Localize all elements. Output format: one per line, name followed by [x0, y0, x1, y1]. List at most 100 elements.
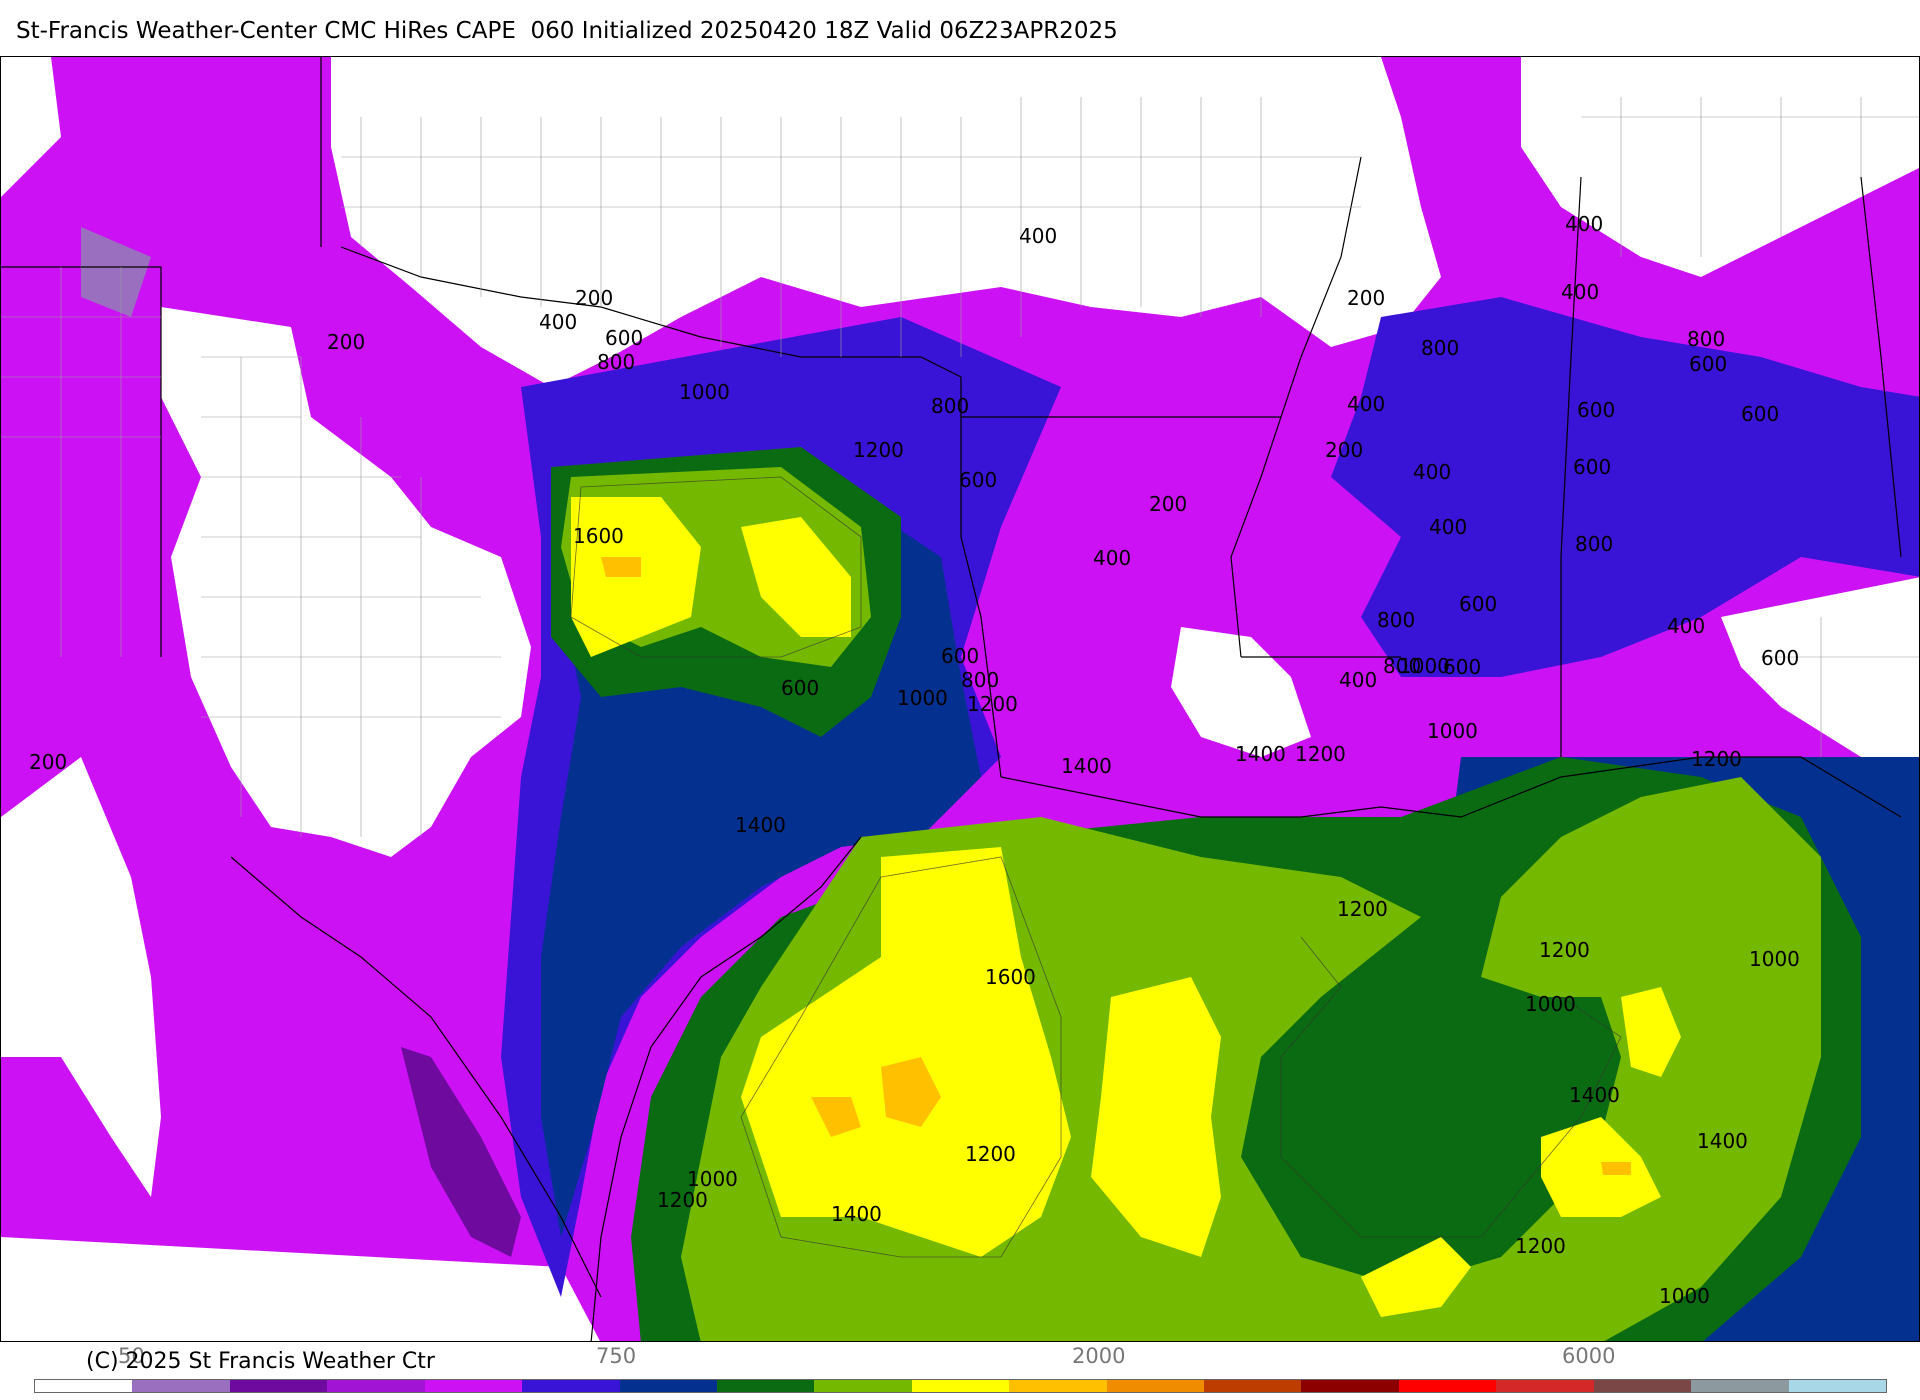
contour-label: 1600 — [573, 524, 624, 548]
contour-label: 200 — [1347, 286, 1385, 310]
contour-label: 200 — [575, 286, 613, 310]
contour-label: 1000 — [1399, 654, 1450, 678]
no-cape-region-texas — [161, 307, 531, 857]
contour-label: 600 — [1573, 455, 1611, 479]
no-cape-region-florida — [1721, 577, 1919, 796]
cape-color-legend — [34, 1379, 1887, 1393]
contour-label: 400 — [1093, 546, 1131, 570]
contour-label: 600 — [1741, 402, 1779, 426]
legend-swatch — [132, 1380, 230, 1392]
cape-1800-cell-gulf-west — [811, 1097, 861, 1137]
contour-label: 1200 — [853, 438, 904, 462]
contour-label: 1200 — [1691, 747, 1742, 771]
contour-label: 600 — [959, 468, 997, 492]
contour-label: 400 — [1561, 280, 1599, 304]
contour-label: 800 — [961, 668, 999, 692]
contour-label: 1000 — [1427, 719, 1478, 743]
cape-1600-cell-gulf-center — [1091, 977, 1221, 1257]
contour-label: 1400 — [1569, 1083, 1620, 1107]
cape-contour-lines — [570, 476, 1622, 1258]
cape-map: 400 200 400 600 800 200 1000 800 1200 600 1600 200 4… — [0, 56, 1920, 1342]
contour-label: 1000 — [1659, 1284, 1710, 1308]
contour-label: 1200 — [657, 1188, 708, 1212]
contour-label: 400 — [1429, 515, 1467, 539]
legend-swatch — [1106, 1380, 1205, 1392]
contour-label: 800 — [1421, 336, 1459, 360]
cape-fill-layer — [1, 57, 1919, 1341]
contour-label: 1000 — [1749, 947, 1800, 971]
contour-label: 200 — [29, 750, 67, 774]
legend-swatch — [424, 1380, 523, 1392]
mississippi-river-border — [1230, 156, 1362, 658]
contour-label-layer: 4002004006008002001000800120060016002004… — [29, 212, 1800, 1308]
contour-label: 400 — [1667, 614, 1705, 638]
contour-1400-gulf — [740, 856, 1062, 1258]
legend-swatch — [1691, 1380, 1789, 1392]
cape-1600-cell-gulf-east — [1541, 1117, 1661, 1217]
legend-swatch — [327, 1380, 425, 1392]
legend-swatch — [1593, 1380, 1692, 1392]
cape-1600-cell-gulf-south — [1361, 1237, 1471, 1317]
contour-label: 800 — [1575, 532, 1613, 556]
no-cape-region-west — [1, 57, 61, 197]
legend-swatch — [716, 1380, 815, 1392]
gulf-coastline-east — [1000, 756, 1902, 818]
boundaries-layer — [1, 57, 1902, 1341]
contour-label: 800 — [597, 350, 635, 374]
cape-600-band-east — [1331, 297, 1919, 677]
no-cape-region-northeast — [1521, 57, 1919, 277]
contour-label: 600 — [1459, 592, 1497, 616]
county-grid-lines — [1, 97, 1919, 837]
map-title: St-Francis Weather-Center CMC HiRes CAPE… — [16, 18, 1118, 44]
no-cape-region-mexico — [1, 1237, 600, 1341]
mississippi-alabama-border — [1560, 176, 1582, 757]
contour-label: 800 — [1383, 654, 1421, 678]
contour-label: 400 — [1413, 460, 1451, 484]
contour-label: 400 — [1019, 224, 1057, 248]
contour-label: 1200 — [1295, 742, 1346, 766]
contour-label: 400 — [1339, 668, 1377, 692]
no-cape-region-north — [331, 57, 1441, 387]
cape-1600-cell-panhandle-east — [741, 517, 851, 637]
contour-label: 1200 — [1515, 1234, 1566, 1258]
contour-label: 400 — [539, 310, 577, 334]
legend-swatch — [522, 1380, 620, 1392]
no-cape-region-southwest — [1, 757, 161, 1197]
contour-label: 1000 — [687, 1167, 738, 1191]
contour-label: 1400 — [735, 813, 786, 837]
contour-label: 600 — [1761, 646, 1799, 670]
contour-label: 1400 — [831, 1202, 882, 1226]
contour-label: 800 — [1377, 608, 1415, 632]
contour-label: 1000 — [679, 380, 730, 404]
rio-grande-border — [230, 856, 602, 1298]
contour-label: 600 — [1689, 352, 1727, 376]
contour-label: 1200 — [965, 1142, 1016, 1166]
new-mexico-border — [1, 266, 162, 657]
legend-tick-label: 750 — [596, 1344, 637, 1368]
contour-label: 800 — [931, 394, 969, 418]
contour-label: 1200 — [1539, 938, 1590, 962]
contour-label: 200 — [327, 330, 365, 354]
contour-label: 600 — [1443, 655, 1481, 679]
contour-label: 600 — [941, 644, 979, 668]
contour-label: 600 — [1577, 398, 1615, 422]
legend-swatch — [1301, 1380, 1399, 1392]
contour-label: 1000 — [897, 686, 948, 710]
contour-label: 1200 — [1337, 897, 1388, 921]
contour-label: 600 — [605, 326, 643, 350]
contour-label: 1600 — [985, 965, 1036, 989]
legend-swatch — [1788, 1380, 1887, 1392]
contour-1200-gulf — [1280, 936, 1622, 1238]
contour-label: 600 — [781, 676, 819, 700]
contour-label: 1200 — [967, 692, 1018, 716]
texas-coastline — [590, 836, 862, 1341]
legend-swatch — [814, 1380, 912, 1392]
contour-label: 1400 — [1697, 1129, 1748, 1153]
no-cape-region-louisiana — [1171, 627, 1311, 757]
contour-1200-panhandle — [570, 476, 862, 658]
county-lines-layer — [1, 97, 1919, 837]
legend-tick-label: 6000 — [1562, 1344, 1616, 1368]
cape-100-fringe-west — [81, 227, 151, 317]
cape-1600-cell-gulf-east-north — [1621, 987, 1681, 1077]
cape-1800-cell-gulf-east — [1601, 1162, 1631, 1175]
